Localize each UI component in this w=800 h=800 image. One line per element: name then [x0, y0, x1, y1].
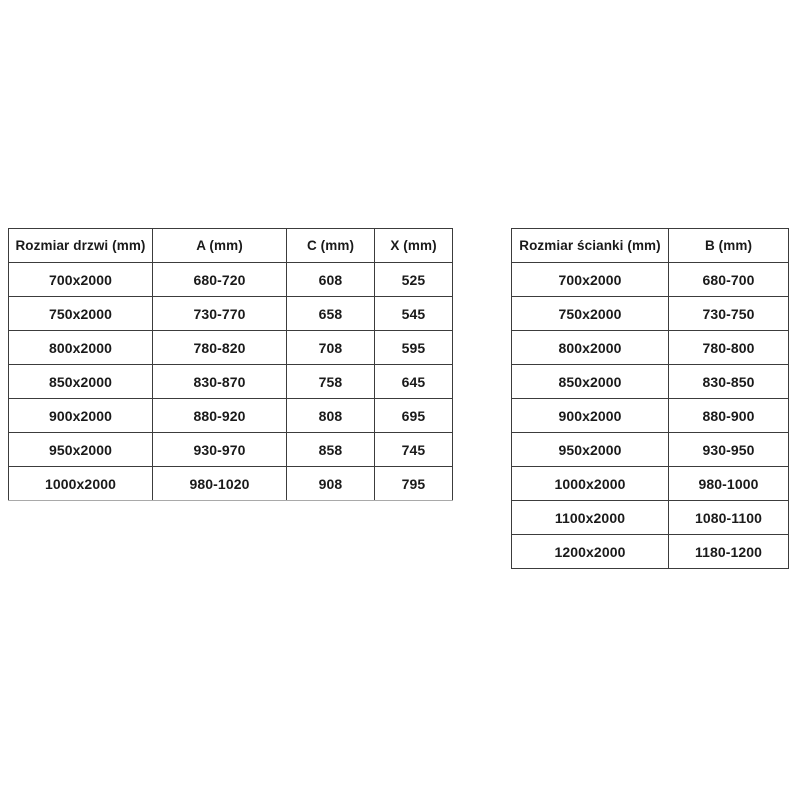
cell-x: 695 [374, 398, 453, 433]
table-row: 750x2000 730-750 [511, 296, 789, 331]
cell-b: 730-750 [668, 296, 789, 331]
column-header-wall-size: Rozmiar ścianki (mm) [511, 228, 669, 263]
table-row: 800x2000 780-820 708 595 [8, 330, 453, 365]
cell-b: 680-700 [668, 262, 789, 297]
table-row: 900x2000 880-900 [511, 398, 789, 433]
table-row: 800x2000 780-800 [511, 330, 789, 365]
cell-x: 795 [374, 466, 453, 501]
table-row: 950x2000 930-970 858 745 [8, 432, 453, 467]
cell-b: 980-1000 [668, 466, 789, 501]
cell-c: 758 [286, 364, 375, 399]
table-row: 850x2000 830-870 758 645 [8, 364, 453, 399]
wall-size-table: Rozmiar ścianki (mm) B (mm) 700x2000 680… [511, 228, 789, 569]
cell-door-size: 700x2000 [8, 262, 153, 297]
wall-size-table-header: Rozmiar ścianki (mm) B (mm) [511, 228, 789, 263]
cell-a: 930-970 [152, 432, 287, 467]
column-header-x: X (mm) [374, 228, 453, 263]
cell-x: 545 [374, 296, 453, 331]
cell-c: 658 [286, 296, 375, 331]
table-row: 1000x2000 980-1020 908 795 [8, 466, 453, 501]
cell-x: 525 [374, 262, 453, 297]
table-row: 1200x2000 1180-1200 [511, 534, 789, 569]
cell-b: 830-850 [668, 364, 789, 399]
cell-door-size: 950x2000 [8, 432, 153, 467]
table-header-row: Rozmiar drzwi (mm) A (mm) C (mm) X (mm) [8, 228, 453, 263]
cell-c: 708 [286, 330, 375, 365]
cell-x: 645 [374, 364, 453, 399]
cell-x: 595 [374, 330, 453, 365]
cell-b: 780-800 [668, 330, 789, 365]
cell-wall-size: 950x2000 [511, 432, 669, 467]
wall-size-table-body: 700x2000 680-700 750x2000 730-750 800x20… [511, 262, 789, 569]
table-row: 950x2000 930-950 [511, 432, 789, 467]
cell-b: 930-950 [668, 432, 789, 467]
cell-b: 880-900 [668, 398, 789, 433]
cell-a: 830-870 [152, 364, 287, 399]
cell-b: 1080-1100 [668, 500, 789, 535]
table-row: 700x2000 680-700 [511, 262, 789, 297]
cell-a: 680-720 [152, 262, 287, 297]
table-row: 750x2000 730-770 658 545 [8, 296, 453, 331]
cell-wall-size: 850x2000 [511, 364, 669, 399]
cell-a: 780-820 [152, 330, 287, 365]
table-row: 700x2000 680-720 608 525 [8, 262, 453, 297]
cell-wall-size: 1200x2000 [511, 534, 669, 569]
table-row: 900x2000 880-920 808 695 [8, 398, 453, 433]
cell-a: 880-920 [152, 398, 287, 433]
cell-wall-size: 800x2000 [511, 330, 669, 365]
cell-wall-size: 750x2000 [511, 296, 669, 331]
table-header-row: Rozmiar ścianki (mm) B (mm) [511, 228, 789, 263]
cell-wall-size: 1100x2000 [511, 500, 669, 535]
table-row: 1100x2000 1080-1100 [511, 500, 789, 535]
cell-door-size: 1000x2000 [8, 466, 153, 501]
cell-wall-size: 700x2000 [511, 262, 669, 297]
door-size-table: Rozmiar drzwi (mm) A (mm) C (mm) X (mm) … [8, 228, 453, 501]
door-size-table-body: 700x2000 680-720 608 525 750x2000 730-77… [8, 262, 453, 501]
cell-wall-size: 1000x2000 [511, 466, 669, 501]
table-row: 850x2000 830-850 [511, 364, 789, 399]
cell-c: 808 [286, 398, 375, 433]
column-header-b: B (mm) [668, 228, 789, 263]
cell-b: 1180-1200 [668, 534, 789, 569]
cell-c: 908 [286, 466, 375, 501]
cell-a: 980-1020 [152, 466, 287, 501]
cell-c: 608 [286, 262, 375, 297]
cell-door-size: 900x2000 [8, 398, 153, 433]
column-header-door-size: Rozmiar drzwi (mm) [8, 228, 153, 263]
table-row: 1000x2000 980-1000 [511, 466, 789, 501]
column-header-a: A (mm) [152, 228, 287, 263]
door-size-table-header: Rozmiar drzwi (mm) A (mm) C (mm) X (mm) [8, 228, 453, 263]
cell-wall-size: 900x2000 [511, 398, 669, 433]
cell-a: 730-770 [152, 296, 287, 331]
cell-x: 745 [374, 432, 453, 467]
cell-door-size: 800x2000 [8, 330, 153, 365]
cell-door-size: 850x2000 [8, 364, 153, 399]
cell-c: 858 [286, 432, 375, 467]
column-header-c: C (mm) [286, 228, 375, 263]
cell-door-size: 750x2000 [8, 296, 153, 331]
